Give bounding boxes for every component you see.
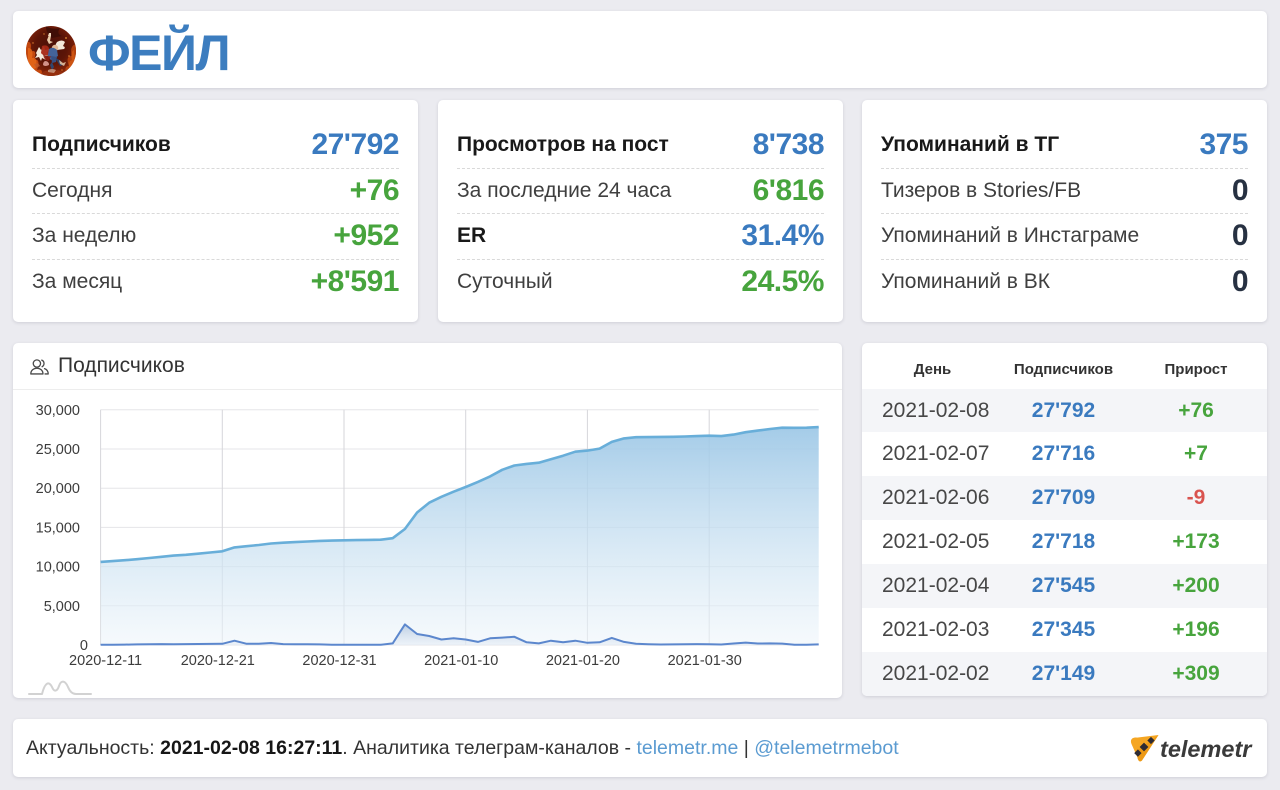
svg-text:5,000: 5,000 [44, 599, 80, 615]
svg-text:2021-01-30: 2021-01-30 [668, 653, 742, 669]
svg-text:2021-01-20: 2021-01-20 [546, 653, 620, 669]
svg-text:2020-12-11: 2020-12-11 [69, 653, 142, 669]
svg-text:10,000: 10,000 [36, 560, 80, 576]
svg-text:15,000: 15,000 [36, 520, 80, 536]
svg-text:2020-12-31: 2020-12-31 [302, 653, 376, 669]
svg-text:2020-12-21: 2020-12-21 [181, 653, 255, 669]
svg-text:25,000: 25,000 [36, 442, 80, 458]
svg-text:0: 0 [80, 638, 88, 654]
svg-text:20,000: 20,000 [36, 481, 80, 497]
svg-text:30,000: 30,000 [36, 403, 80, 419]
svg-text:2021-01-10: 2021-01-10 [424, 653, 498, 669]
